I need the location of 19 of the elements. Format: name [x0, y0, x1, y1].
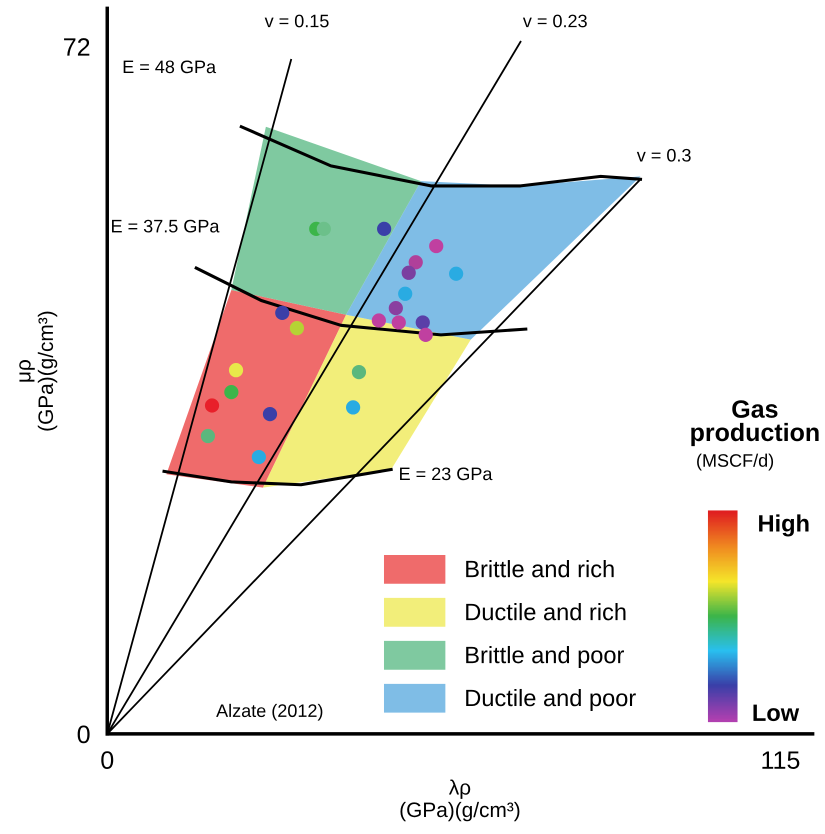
annotation: E = 48 GPa [124, 60, 216, 74]
annotation: Alzate (2012) [216, 704, 322, 721]
y-axis-title: μρ (GPa)(g/cm³) [19, 312, 58, 431]
y-tick-label: 72 [64, 38, 90, 56]
legend-label: Ductile and rich [466, 603, 626, 620]
annotation: High [759, 514, 809, 536]
annotation: v = 0.15 [264, 14, 329, 28]
legend-label: Ductile and poor [466, 688, 636, 711]
annotation: E = 23 GPa [400, 467, 492, 480]
annotation: Low [753, 704, 800, 722]
annotation: v = 0.23 [522, 14, 587, 28]
legend-label: Brittle and poor [466, 646, 624, 668]
annotation: (MSCF/d) [697, 454, 774, 470]
annotation: v = 0.3 [636, 148, 691, 162]
x-tick-label: 115 [762, 752, 800, 769]
legend-label: Brittle and rich [466, 560, 614, 578]
annotation: E = 37.5 GPa [112, 220, 220, 233]
annotation: Gas production [691, 400, 819, 446]
x-axis-title: λρ (GPa)(g/cm³) [400, 779, 520, 822]
